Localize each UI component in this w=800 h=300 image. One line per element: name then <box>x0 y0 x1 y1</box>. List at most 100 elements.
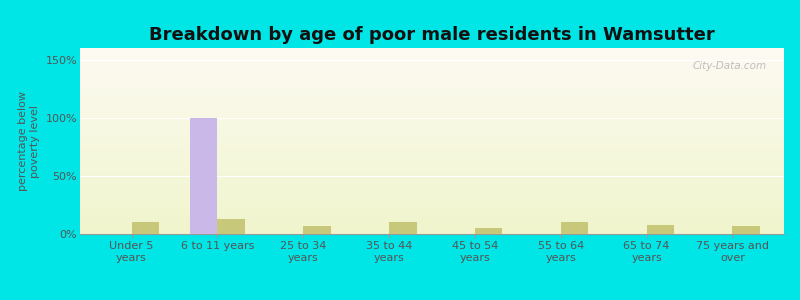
Bar <box>561 222 588 234</box>
Bar <box>80 88 784 89</box>
Bar <box>80 175 784 176</box>
Bar <box>80 82 784 83</box>
Bar <box>80 203 784 204</box>
Bar <box>80 225 784 226</box>
Bar <box>80 143 784 144</box>
Bar <box>218 219 245 234</box>
Bar <box>80 190 784 191</box>
Bar <box>80 207 784 208</box>
Bar <box>80 49 784 50</box>
Bar <box>80 99 784 100</box>
Bar <box>80 55 784 56</box>
Bar <box>80 180 784 181</box>
Bar <box>80 221 784 222</box>
Bar <box>80 111 784 112</box>
Bar <box>80 62 784 63</box>
Bar <box>80 199 784 200</box>
Y-axis label: percentage below
poverty level: percentage below poverty level <box>18 91 40 191</box>
Bar <box>80 166 784 167</box>
Bar <box>80 48 784 49</box>
Bar <box>80 89 784 90</box>
Bar <box>646 225 674 234</box>
Bar <box>80 110 784 111</box>
Bar <box>80 141 784 142</box>
Bar <box>80 129 784 130</box>
Bar <box>80 181 784 182</box>
Bar <box>80 58 784 59</box>
Bar <box>80 200 784 202</box>
Bar <box>80 223 784 224</box>
Bar <box>80 176 784 177</box>
Bar <box>80 68 784 69</box>
Bar <box>80 226 784 227</box>
Bar <box>80 136 784 137</box>
Text: City-Data.com: City-Data.com <box>693 61 766 71</box>
Bar <box>80 77 784 78</box>
Bar <box>80 96 784 97</box>
Bar <box>80 91 784 92</box>
Bar <box>80 173 784 175</box>
Bar <box>80 54 784 55</box>
Bar <box>80 164 784 165</box>
Bar <box>80 105 784 106</box>
Bar <box>80 159 784 160</box>
Bar <box>80 210 784 211</box>
Bar <box>80 90 784 91</box>
Bar <box>80 232 784 233</box>
Bar <box>80 152 784 153</box>
Bar <box>80 103 784 104</box>
Bar <box>80 188 784 189</box>
Bar <box>80 122 784 123</box>
Bar <box>80 220 784 221</box>
Bar <box>80 156 784 157</box>
Bar <box>80 202 784 203</box>
Bar <box>80 155 784 156</box>
Bar <box>80 167 784 168</box>
Bar <box>80 65 784 66</box>
Bar <box>80 107 784 108</box>
Bar <box>80 208 784 209</box>
Bar <box>80 108 784 110</box>
Bar <box>80 130 784 131</box>
Bar <box>80 124 784 125</box>
Bar <box>80 161 784 162</box>
Bar <box>80 209 784 210</box>
Bar <box>80 177 784 178</box>
Bar <box>80 146 784 147</box>
Bar <box>80 76 784 77</box>
Bar <box>80 185 784 186</box>
Bar <box>80 138 784 139</box>
Bar <box>80 186 784 187</box>
Bar <box>80 227 784 228</box>
Bar <box>80 131 784 132</box>
Bar <box>80 94 784 95</box>
Bar <box>80 204 784 205</box>
Bar <box>80 85 784 86</box>
Bar <box>80 51 784 52</box>
Bar <box>733 226 760 234</box>
Bar <box>80 98 784 99</box>
Bar <box>80 169 784 170</box>
Bar <box>80 64 784 65</box>
Bar <box>80 71 784 72</box>
Bar <box>80 202 784 203</box>
Bar <box>80 114 784 115</box>
Bar <box>80 140 784 141</box>
Bar <box>80 228 784 229</box>
Bar <box>80 134 784 135</box>
Bar <box>80 100 784 101</box>
Bar <box>80 92 784 93</box>
Bar <box>80 116 784 117</box>
Bar <box>80 165 784 166</box>
Bar <box>80 193 784 194</box>
Bar <box>80 218 784 219</box>
Bar <box>80 93 784 94</box>
Bar <box>80 144 784 145</box>
Bar <box>80 231 784 232</box>
Bar <box>80 212 784 213</box>
Bar <box>80 80 784 82</box>
Bar <box>80 149 784 150</box>
Bar <box>80 171 784 172</box>
Bar <box>80 73 784 74</box>
Bar <box>80 139 784 140</box>
